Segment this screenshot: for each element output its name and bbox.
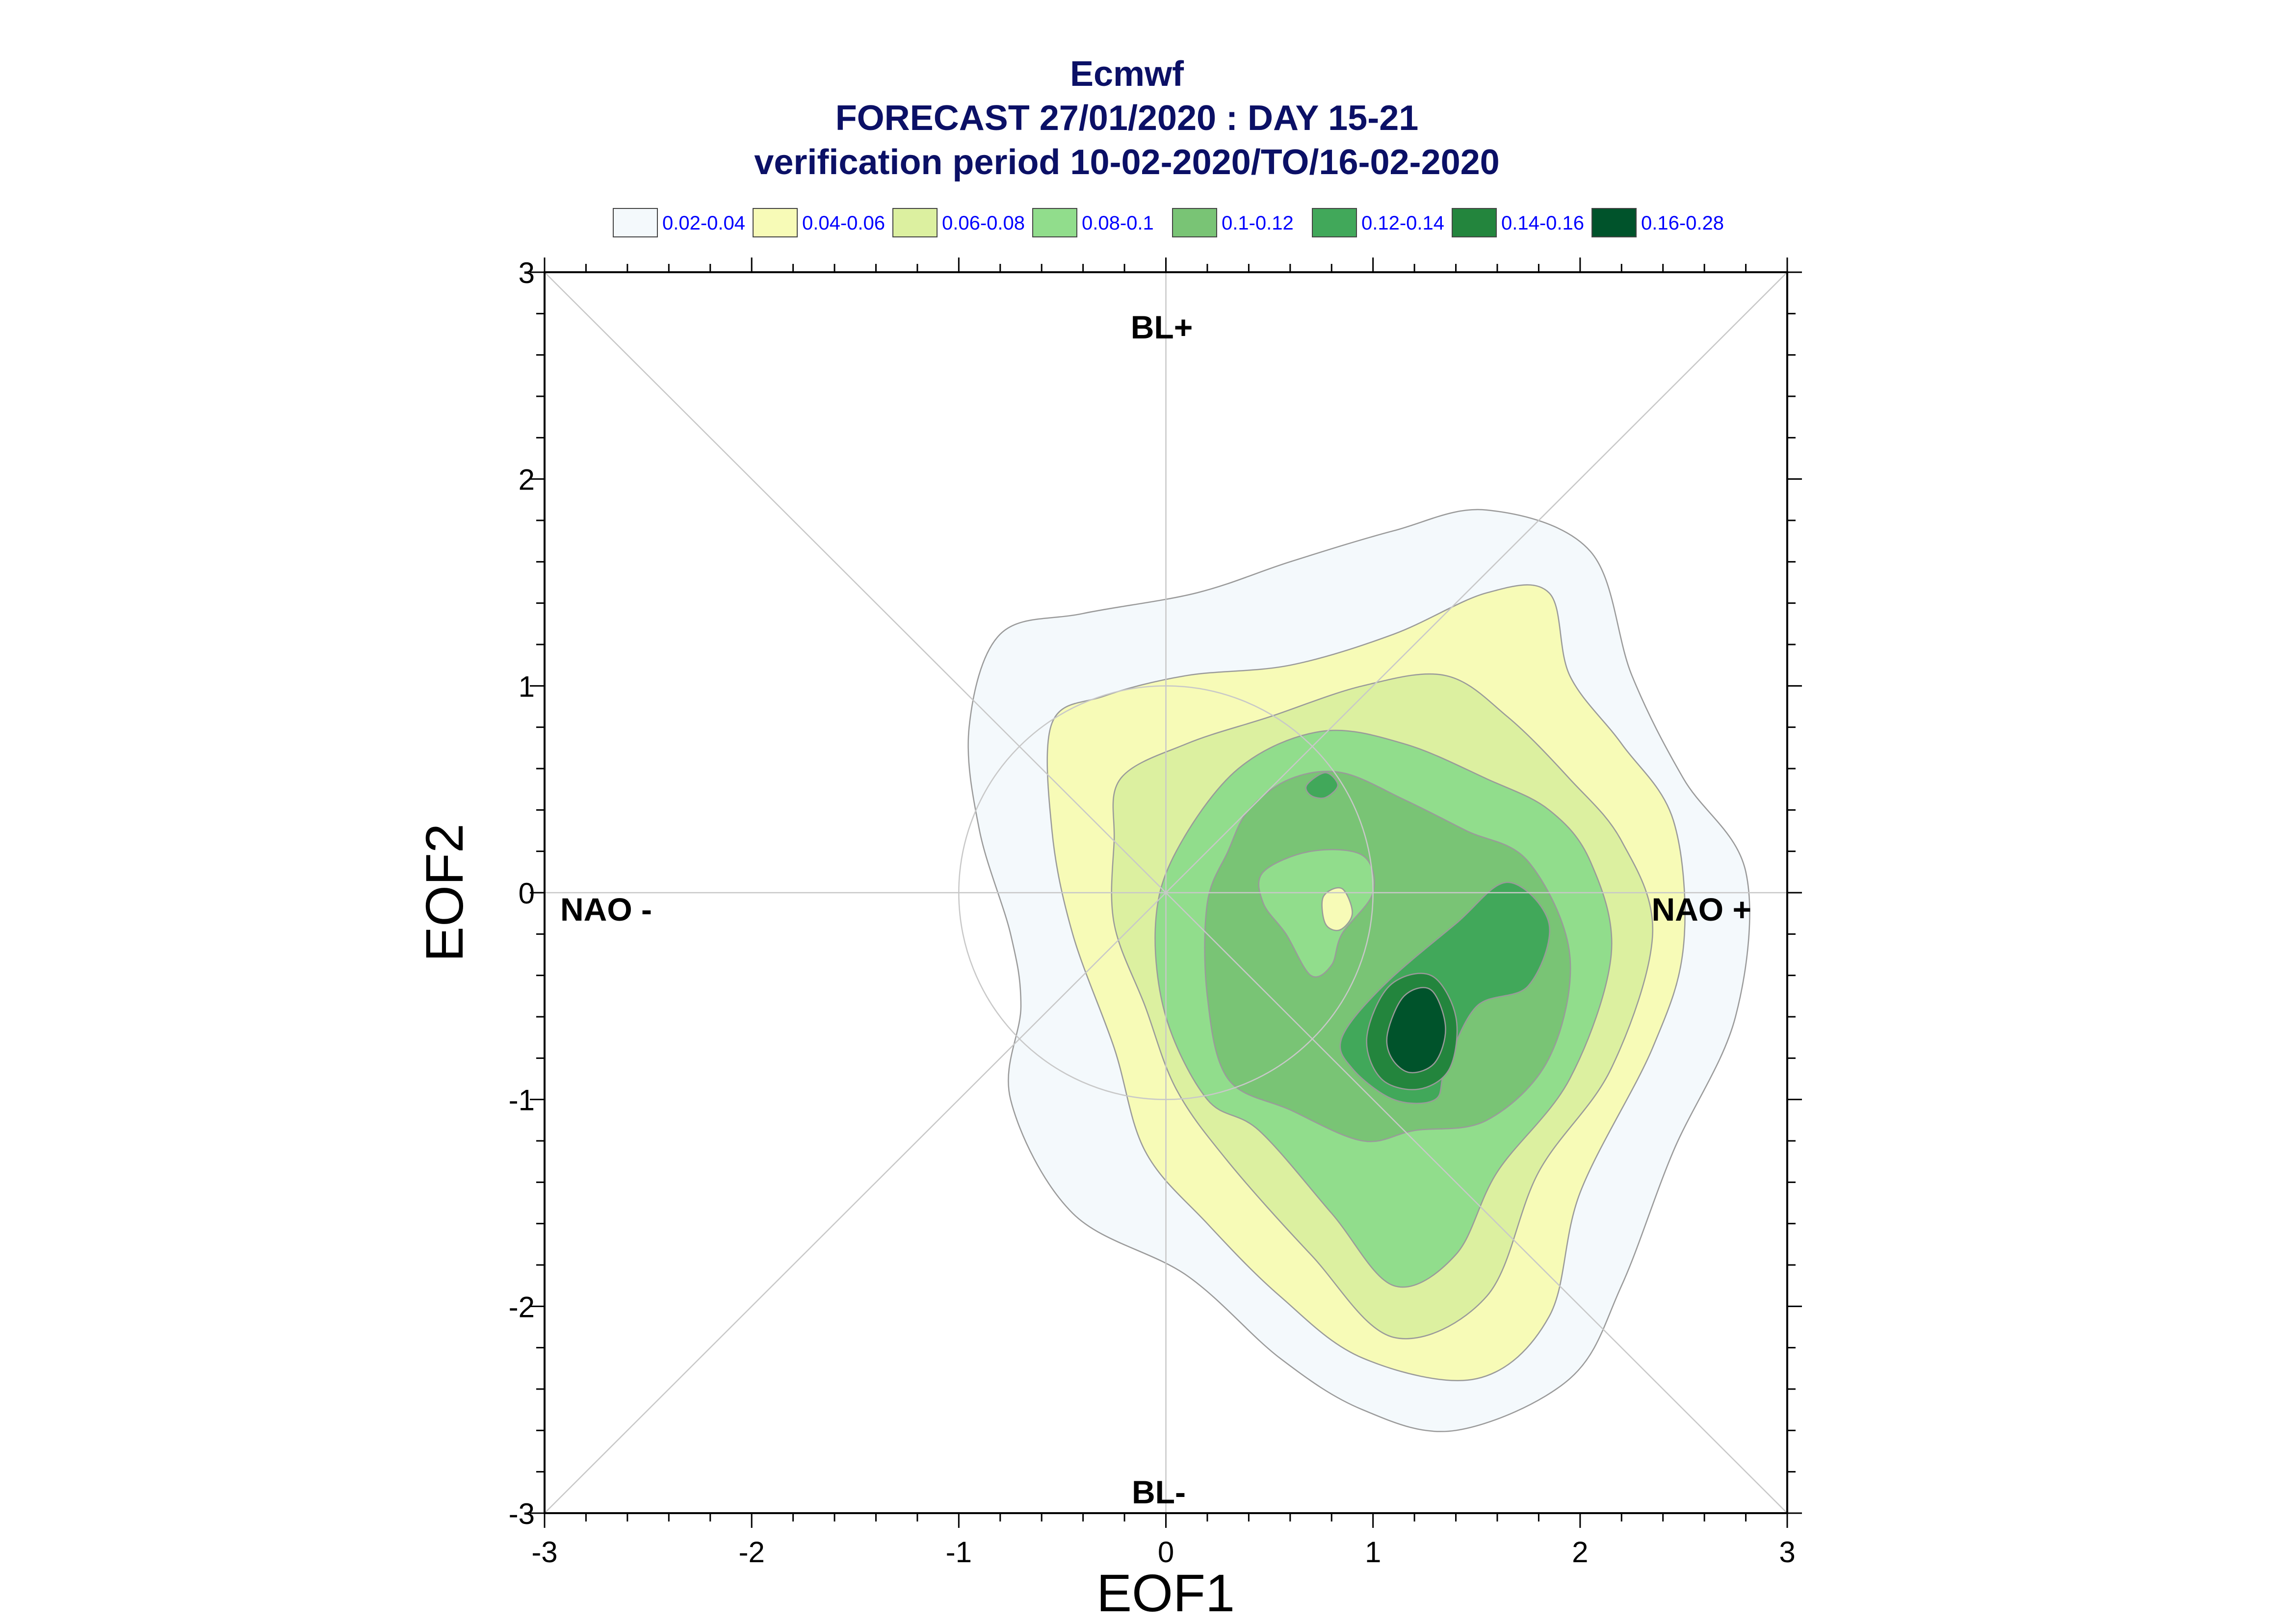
legend-swatch <box>892 208 938 237</box>
y-axis-title: EOF2 <box>415 824 474 962</box>
density-contour-0_12-0_14-6 <box>1305 772 1339 799</box>
legend-label: 0.16-0.28 <box>1641 212 1724 234</box>
legend-label: 0.14-0.16 <box>1501 212 1584 234</box>
x-tick-label: 0 <box>1158 1536 1174 1569</box>
y-tick-label: 3 <box>519 257 535 289</box>
regime-label-bl-plus: BL+ <box>1131 309 1193 345</box>
reference-lines <box>544 272 1788 1514</box>
density-contours <box>967 509 1750 1432</box>
y-tick-label: -1 <box>509 1084 535 1117</box>
x-tick-label: 3 <box>1779 1536 1795 1569</box>
density-contour-0_08-0_1-9 <box>1258 849 1375 978</box>
legend-swatch <box>613 208 658 237</box>
regime-label-nao-plus: NAO + <box>1651 891 1751 928</box>
chart-title: Ecmwf <box>1070 54 1184 94</box>
y-tick-label: -2 <box>509 1290 535 1323</box>
plot-area: -3 -2 -1 0 1 2 3 -3 -2 -1 0 1 2 3 <box>509 257 1802 1569</box>
y-tick-label: 2 <box>519 464 535 496</box>
axis-ticks: -3 -2 -1 0 1 2 3 -3 -2 -1 0 1 2 3 <box>509 257 1802 1569</box>
y-tick-label: 1 <box>519 670 535 703</box>
density-contour-0_16-0_28-8 <box>1386 987 1446 1074</box>
y-tick-label: -3 <box>509 1497 535 1530</box>
legend-label: 0.1-0.12 <box>1222 212 1294 234</box>
x-axis-title: EOF1 <box>1096 1563 1235 1623</box>
x-tick-label: 1 <box>1365 1536 1381 1569</box>
reference-diagonal-ascending <box>544 272 1788 1514</box>
regime-label-bl-minus: BL- <box>1132 1474 1186 1510</box>
legend-label: 0.06-0.08 <box>942 212 1025 234</box>
x-tick-label: 2 <box>1572 1536 1588 1569</box>
x-tick-label: -1 <box>946 1536 972 1569</box>
legend-label: 0.08-0.1 <box>1082 212 1154 234</box>
reference-unit-circle <box>958 685 1374 1100</box>
legend-swatch <box>1172 208 1217 237</box>
legend-label: 0.02-0.04 <box>662 212 745 234</box>
density-contour-0_04-0_06-10 <box>1321 887 1353 931</box>
legend-label: 0.12-0.14 <box>1361 212 1444 234</box>
chart-subtitle-verification: verification period 10-02-2020/TO/16-02-… <box>754 143 1499 182</box>
chart-subtitle-forecast: FORECAST 27/01/2020 : DAY 15-21 <box>835 99 1419 138</box>
legend-swatch <box>1452 208 1497 237</box>
legend-swatch <box>753 208 798 237</box>
legend-swatch <box>1591 208 1637 237</box>
y-tick-label: 0 <box>519 877 535 910</box>
x-tick-label: -3 <box>531 1536 557 1569</box>
legend-label: 0.04-0.06 <box>802 212 885 234</box>
chart-legend: 0.02-0.04 0.04-0.06 0.06-0.08 0.08-0.1 0.1-0… <box>613 208 1724 237</box>
regime-label-nao-minus: NAO - <box>560 891 652 928</box>
x-tick-label: -2 <box>738 1536 764 1569</box>
legend-swatch <box>1312 208 1357 237</box>
legend-swatch <box>1032 208 1077 237</box>
